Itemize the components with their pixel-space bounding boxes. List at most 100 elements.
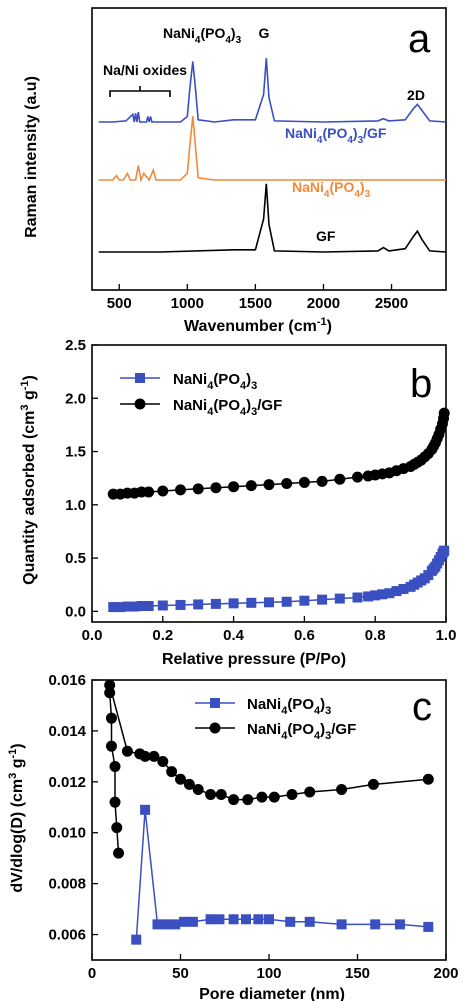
adsorption-xtick-label: 0.4 xyxy=(223,627,245,644)
pore-point xyxy=(148,750,160,762)
adsorption-point xyxy=(228,598,239,609)
raman-series-line xyxy=(98,183,447,253)
pore-xtick-label: 50 xyxy=(172,965,189,982)
panel-b: b 0.0 0.2 0.4 0.6 0.8 1.0 0.0 0.5 1.0 1.5 2.0 2.5 Q… xyxy=(19,337,456,668)
pore-point xyxy=(157,755,169,767)
panel-a: a 500 1000 1500 2000 2500 Raman intensity (a… xyxy=(23,7,447,335)
pore-xtick-label: 0 xyxy=(88,965,96,982)
adsorption-point xyxy=(246,597,257,608)
adsorption-point xyxy=(316,475,328,487)
adsorption-ytick-label: 1.5 xyxy=(65,444,86,461)
adsorption-xtick-label: 0.0 xyxy=(82,627,103,644)
pore-ytick-label: 0.014 xyxy=(48,723,86,740)
pore-point xyxy=(113,847,125,859)
pore-point xyxy=(192,783,204,795)
legend-b-marker-2 xyxy=(134,398,146,410)
legend-c-marker-2 xyxy=(209,722,221,734)
adsorption-plot-frame xyxy=(91,344,447,623)
pore-point xyxy=(104,687,116,699)
pore-point xyxy=(268,791,280,803)
adsorption-point xyxy=(363,591,374,602)
adsorption-point xyxy=(352,592,363,603)
adsorption-point xyxy=(157,600,168,611)
pore-ylabel: dV/dlog(D) (cm3 g-1) xyxy=(7,743,26,892)
pore-point xyxy=(187,916,198,927)
oxides-annotation: Na/Ni oxides xyxy=(103,62,187,78)
pore-point xyxy=(179,916,190,927)
adsorption-point xyxy=(264,597,274,608)
raman-xtick-label: 1500 xyxy=(239,295,272,312)
adsorption-point xyxy=(298,476,310,488)
adsorption-point xyxy=(245,480,257,492)
pore-point xyxy=(105,740,117,752)
adsorption-ytick-label: 2.0 xyxy=(65,390,86,407)
pore-point xyxy=(422,773,434,785)
adsorption-point xyxy=(281,596,292,607)
pore-point xyxy=(214,914,225,925)
pore-point xyxy=(131,934,142,945)
pore-point xyxy=(109,761,121,773)
adsorption-ytick-label: 1.0 xyxy=(65,497,86,514)
pore-point xyxy=(256,791,268,803)
panel-label-b: b xyxy=(410,362,432,406)
pore-series-line xyxy=(108,684,429,854)
pore-point xyxy=(183,778,195,790)
pore-xlabel: Pore diameter (nm) xyxy=(199,986,345,1001)
legend-b-label-2: NaNi4(PO4)3/GF xyxy=(173,397,282,418)
pore-point xyxy=(161,919,172,930)
pore-point xyxy=(264,914,274,925)
raman-xtick-label: 2500 xyxy=(375,295,408,312)
pore-point xyxy=(228,794,240,806)
adsorption-point xyxy=(108,602,119,613)
pore-point xyxy=(205,789,217,801)
pore-point xyxy=(228,914,239,925)
raman-xtick-label: 2000 xyxy=(307,295,340,312)
pore-ytick-label: 0.012 xyxy=(48,774,86,791)
adsorption-xtick-label: 0.2 xyxy=(152,627,173,644)
pore-point xyxy=(336,783,348,795)
adsorption-point xyxy=(175,484,186,496)
adsorption-ylabel: Quantity adsorbed (cm3 g-1) xyxy=(19,375,38,585)
adsorption-point xyxy=(281,478,293,489)
adsorption-point xyxy=(136,601,147,612)
pore-xtick-label: 150 xyxy=(345,965,370,982)
pore-point xyxy=(394,919,405,930)
adsorption-point xyxy=(157,485,169,497)
adsorption-ytick-label: 2.5 xyxy=(65,337,86,354)
raman-xtick-label: 1000 xyxy=(171,295,204,312)
pore-point xyxy=(139,750,151,762)
pore-point xyxy=(253,914,264,925)
pore-point xyxy=(285,916,296,927)
d2-band-label: 2D xyxy=(407,87,425,103)
pore-point xyxy=(286,789,298,801)
pore-point xyxy=(166,766,178,778)
pore-ytick-label: 0.016 xyxy=(48,672,86,689)
adsorption-point xyxy=(210,598,221,609)
adsorption-point xyxy=(228,481,240,493)
pore-point xyxy=(304,916,315,927)
raman-ylabel: Raman intensity (a.u) xyxy=(23,76,40,238)
adsorption-ytick-label: 0.0 xyxy=(65,603,86,620)
adsorption-xtick-label: 0.8 xyxy=(365,627,386,644)
adsorption-point xyxy=(384,588,395,599)
adsorption-xtick-label: 0.6 xyxy=(294,627,315,644)
pore-point xyxy=(104,679,116,691)
pore-point xyxy=(336,919,347,930)
nnp-peak-label: NaNi4(PO4)3 xyxy=(163,25,242,46)
adsorption-point xyxy=(391,586,402,597)
adsorption-point xyxy=(143,486,155,498)
adsorption-point xyxy=(175,599,186,610)
pore-point xyxy=(242,794,254,806)
nnp-series-label: NaNi4(PO4)3 xyxy=(292,179,371,200)
legend-b: NaNi4(PO4)3 NaNi4(PO4)3/GF xyxy=(120,371,282,418)
adsorption-series-line xyxy=(113,413,445,495)
pore-point xyxy=(111,822,123,834)
legend-b-label-1: NaNi4(PO4)3 xyxy=(173,371,257,392)
pore-ytick-label: 0.010 xyxy=(48,825,86,842)
g-band-label: G xyxy=(259,25,270,41)
pore-point xyxy=(215,789,227,801)
pore-point xyxy=(109,796,121,808)
pore-ytick-label: 0.008 xyxy=(48,876,86,893)
pore-point xyxy=(170,919,181,930)
